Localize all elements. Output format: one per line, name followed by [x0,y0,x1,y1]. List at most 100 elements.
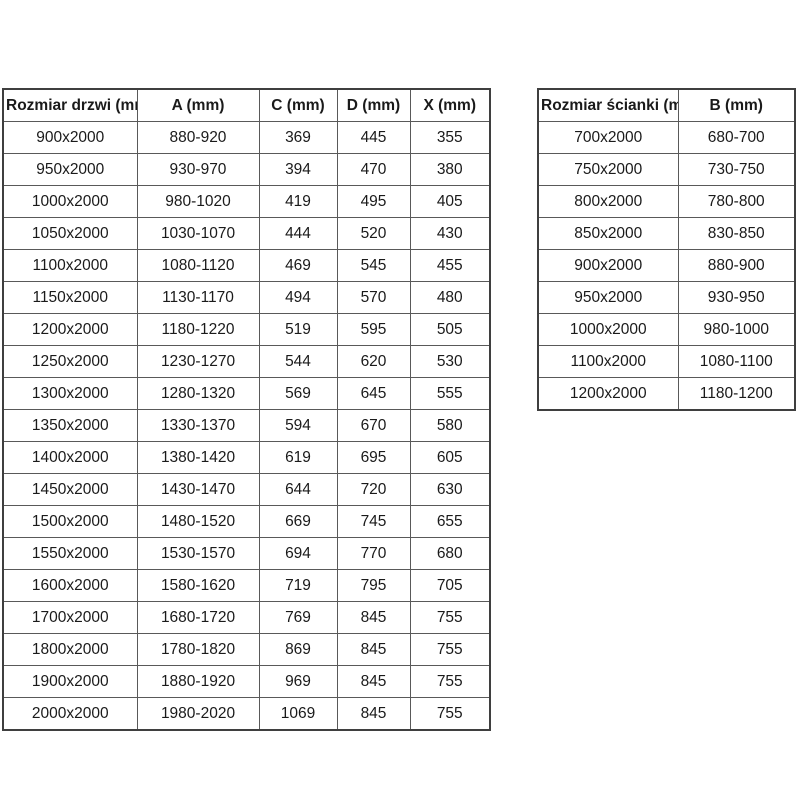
table-cell: 1230-1270 [136,345,260,378]
table-cell: 1500x2000 [2,505,138,538]
table-cell: 2000x2000 [2,697,138,731]
table-cell: 1330-1370 [136,409,260,442]
table-cell: 1780-1820 [136,633,260,666]
table-cell: 755 [409,633,491,666]
table-cell: 519 [258,313,338,346]
table-cell: 1069 [258,697,338,731]
table-row: 1000x2000 980-1000 [537,313,796,346]
table-cell: 444 [258,217,338,250]
table-cell: 869 [258,633,338,666]
table-row: 1200x2000 1180-1200 [537,377,796,411]
header-row: Rozmiar drzwi (mm)A (mm)C (mm)D (mm)X (m… [2,88,491,122]
table-cell: 930-950 [677,281,796,314]
table-row: 700x2000 680-700 [537,121,796,154]
table-cell: 1250x2000 [2,345,138,378]
table-cell: 845 [336,665,411,698]
table-cell: 1980-2020 [136,697,260,731]
table-cell: 1280-1320 [136,377,260,410]
table-cell: 845 [336,601,411,634]
table-row: 950x2000 930-950 [537,281,796,314]
table-cell: 1880-1920 [136,665,260,698]
table-row: 900x2000 880-920 369 445 355 [2,121,491,154]
table-cell: 745 [336,505,411,538]
table-row: 2000x2000 1980-2020 1069 845 755 [2,697,491,731]
table-cell: 1480-1520 [136,505,260,538]
table-cell: 900x2000 [2,121,138,154]
column-header: D (mm) [336,88,411,122]
table-row: 1600x2000 1580-1620 719 795 705 [2,569,491,602]
table-cell: 555 [409,377,491,410]
table-cell: 1580-1620 [136,569,260,602]
table-cell: 545 [336,249,411,282]
table-cell: 1800x2000 [2,633,138,666]
table-cell: 800x2000 [537,185,679,218]
table-cell: 694 [258,537,338,570]
table-cell: 470 [336,153,411,186]
table-cell: 795 [336,569,411,602]
table-cell: 1680-1720 [136,601,260,634]
table-cell: 655 [409,505,491,538]
table-cell: 1600x2000 [2,569,138,602]
table-row: 1400x2000 1380-1420 619 695 605 [2,441,491,474]
table-cell: 769 [258,601,338,634]
table-cell: 430 [409,217,491,250]
table-row: 1100x2000 1080-1100 [537,345,796,378]
table-cell: 580 [409,409,491,442]
column-header: Rozmiar ścianki (mm) [537,88,679,122]
table-cell: 455 [409,249,491,282]
table-cell: 369 [258,121,338,154]
table-cell: 719 [258,569,338,602]
table-cell: 1450x2000 [2,473,138,506]
table-cell: 355 [409,121,491,154]
table-cell: 845 [336,633,411,666]
door-sizes-table-body: 900x2000 880-920 369 445 355 950x2000 930-970 3… [2,121,491,731]
table-cell: 969 [258,665,338,698]
table-cell: 1000x2000 [2,185,138,218]
table-row: 1900x2000 1880-1920 969 845 755 [2,665,491,698]
table-cell: 494 [258,281,338,314]
header-row: Rozmiar ścianki (mm)B (mm) [537,88,796,122]
table-cell: 644 [258,473,338,506]
table-row: 1700x2000 1680-1720 769 845 755 [2,601,491,634]
table-cell: 605 [409,441,491,474]
wall-sizes-table-body: 700x2000 680-700 750x2000 730-750 800x2000 78… [537,121,796,411]
table-cell: 770 [336,537,411,570]
table-cell: 1300x2000 [2,377,138,410]
table-cell: 1150x2000 [2,281,138,314]
table-cell: 1180-1220 [136,313,260,346]
table-row: 1150x2000 1130-1170 494 570 480 [2,281,491,314]
table-cell: 950x2000 [2,153,138,186]
table-cell: 780-800 [677,185,796,218]
table-row: 1300x2000 1280-1320 569 645 555 [2,377,491,410]
wall-sizes-table: Rozmiar ścianki (mm)B (mm) 700x2000680-7… [537,88,796,411]
table-cell: 845 [336,697,411,731]
table-cell: 1100x2000 [2,249,138,282]
table-cell: 394 [258,153,338,186]
table-cell: 480 [409,281,491,314]
table-cell: 1550x2000 [2,537,138,570]
table-cell: 1080-1120 [136,249,260,282]
table-cell: 495 [336,185,411,218]
table-cell: 544 [258,345,338,378]
table-row: 1000x2000 980-1020 419 495 405 [2,185,491,218]
table-cell: 755 [409,697,491,731]
table-cell: 1380-1420 [136,441,260,474]
table-cell: 569 [258,377,338,410]
table-row: 1050x2000 1030-1070 444 520 430 [2,217,491,250]
table-cell: 880-920 [136,121,260,154]
table-row: 1550x2000 1530-1570 694 770 680 [2,537,491,570]
table-cell: 1200x2000 [537,377,679,411]
table-cell: 705 [409,569,491,602]
table-cell: 980-1000 [677,313,796,346]
table-cell: 700x2000 [537,121,679,154]
table-row: 900x2000 880-900 [537,249,796,282]
table-cell: 850x2000 [537,217,679,250]
table-row: 1350x2000 1330-1370 594 670 580 [2,409,491,442]
table-cell: 1080-1100 [677,345,796,378]
table-row: 850x2000 830-850 [537,217,796,250]
table-cell: 1030-1070 [136,217,260,250]
table-cell: 1900x2000 [2,665,138,698]
table-cell: 720 [336,473,411,506]
table-cell: 1000x2000 [537,313,679,346]
column-header: A (mm) [136,88,260,122]
